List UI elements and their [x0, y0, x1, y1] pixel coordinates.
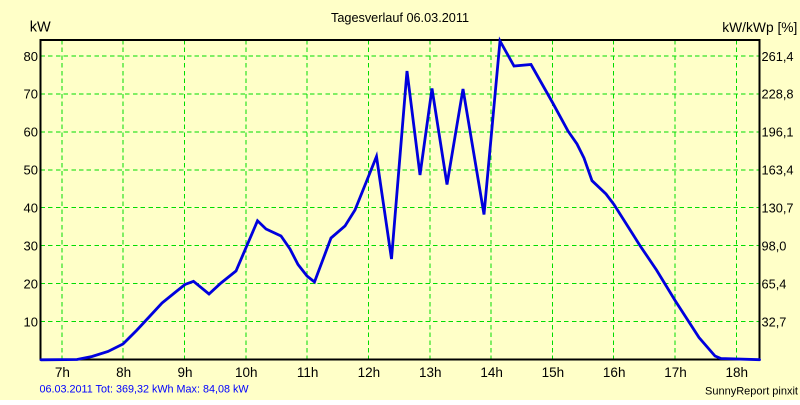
svg-text:16h: 16h: [603, 365, 626, 380]
svg-text:40: 40: [24, 201, 38, 216]
svg-text:70: 70: [24, 87, 38, 102]
svg-text:228,8: 228,8: [762, 87, 794, 102]
svg-text:20: 20: [24, 276, 38, 291]
svg-text:80: 80: [24, 49, 38, 64]
svg-text:11h: 11h: [297, 365, 319, 380]
svg-text:98,0: 98,0: [762, 239, 787, 254]
svg-text:10: 10: [24, 314, 38, 329]
svg-text:17h: 17h: [664, 365, 687, 380]
svg-text:50: 50: [24, 163, 38, 178]
svg-text:12h: 12h: [358, 365, 381, 380]
svg-text:163,4: 163,4: [762, 163, 794, 178]
svg-text:10h: 10h: [235, 365, 258, 380]
svg-text:06.03.2011 Tot: 369,32 kWh Max: 06.03.2011 Tot: 369,32 kWh Max: 84,08 kW: [40, 384, 250, 396]
svg-text:18h: 18h: [726, 365, 749, 380]
svg-text:65,4: 65,4: [762, 276, 787, 291]
svg-text:196,1: 196,1: [762, 125, 794, 140]
svg-text:kW: kW: [30, 20, 51, 36]
svg-text:60: 60: [24, 125, 38, 140]
svg-text:SunnyReport pinxit: SunnyReport pinxit: [705, 385, 798, 397]
svg-text:14h: 14h: [480, 365, 503, 380]
svg-text:7h: 7h: [55, 365, 70, 380]
svg-text:kW/kWp [%]: kW/kWp [%]: [722, 20, 797, 35]
svg-text:130,7: 130,7: [762, 201, 794, 216]
svg-text:30: 30: [24, 239, 38, 254]
svg-text:261,4: 261,4: [762, 49, 794, 64]
svg-text:9h: 9h: [177, 365, 192, 380]
svg-text:8h: 8h: [116, 365, 131, 380]
svg-text:32,7: 32,7: [762, 314, 787, 329]
svg-text:Tagesverlauf 06.03.2011: Tagesverlauf 06.03.2011: [331, 11, 469, 25]
svg-text:13h: 13h: [419, 365, 442, 380]
svg-text:15h: 15h: [542, 365, 565, 380]
